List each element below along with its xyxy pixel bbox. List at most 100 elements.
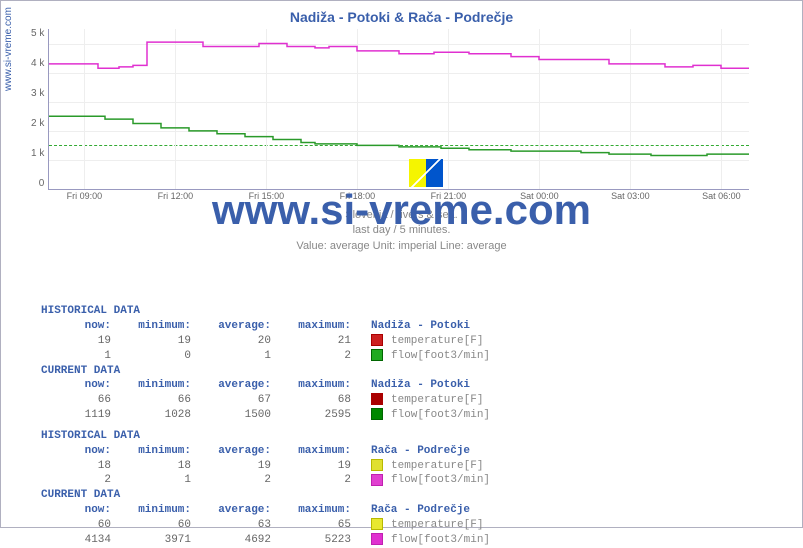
table-cell: 19 (41, 334, 121, 349)
metric-cell: temperature[F] (361, 334, 483, 349)
series-line (49, 42, 749, 68)
station-name: Nadiža - Potoki (361, 378, 470, 393)
metric-label: flow[foot3/min] (387, 474, 490, 486)
y-tick-label: 0 (31, 179, 44, 189)
y-tick-label: 1 k (31, 149, 44, 159)
x-tick-label: Fri 09:00 (67, 191, 103, 201)
x-tick-label: Fri 15:00 (249, 191, 285, 201)
column-header: average: (201, 319, 281, 334)
chart-title: Nadiža - Potoki & Rača - Podrečje (13, 9, 790, 25)
table-cell: 1500 (201, 408, 281, 423)
column-header: average: (201, 503, 281, 518)
table-cell: 0 (121, 349, 201, 364)
column-header: minimum: (121, 319, 201, 334)
table-cell: 66 (41, 393, 121, 408)
column-header: average: (201, 378, 281, 393)
table-cell: 18 (121, 459, 201, 474)
table-row: 60606365temperature[F] (41, 518, 790, 533)
column-header: minimum: (121, 503, 201, 518)
station-name: Rača - Podrečje (361, 503, 470, 518)
table-row: 4134397146925223 flow[foot3/min] (41, 533, 790, 548)
column-header: maximum: (281, 319, 361, 334)
x-tick-label: Fri 12:00 (158, 191, 194, 201)
table-cell: 2 (281, 349, 361, 364)
column-header: minimum: (121, 444, 201, 459)
table-cell: 1 (41, 349, 121, 364)
meta-line-2: last day / 5 minutes. (13, 223, 790, 238)
table-cell: 1028 (121, 408, 201, 423)
y-tick-label: 4 k (31, 59, 44, 69)
station-name: Rača - Podrečje (361, 444, 470, 459)
section-header: HISTORICAL DATA (41, 429, 790, 444)
table-cell: 19 (121, 334, 201, 349)
x-tick-label: Sat 00:00 (520, 191, 559, 201)
table-header-row: now:minimum:average:maximum:Nadiža - Pot… (41, 378, 790, 393)
table-header-row: now:minimum:average:maximum:Nadiža - Pot… (41, 319, 790, 334)
metric-cell: temperature[F] (361, 393, 483, 408)
chart-meta: Slovenia / rivers & sea. last day / 5 mi… (13, 208, 790, 254)
metric-cell: flow[foot3/min] (361, 473, 490, 488)
meta-line-3: Value: average Unit: imperial Line: aver… (13, 239, 790, 254)
column-header: maximum: (281, 503, 361, 518)
table-cell: 3971 (121, 533, 201, 548)
series-line (49, 116, 749, 155)
metric-cell: flow[foot3/min] (361, 533, 490, 548)
column-header: maximum: (281, 444, 361, 459)
table-cell: 18 (41, 459, 121, 474)
table-cell: 60 (41, 518, 121, 533)
column-header: average: (201, 444, 281, 459)
table-cell: 20 (201, 334, 281, 349)
legend-swatch-icon (371, 533, 383, 545)
column-header: minimum: (121, 378, 201, 393)
table-cell: 4134 (41, 533, 121, 548)
legend-swatch-icon (371, 334, 383, 346)
y-tick-label: 3 k (31, 89, 44, 99)
y-axis-source-label: www.si-vreme.com (3, 7, 14, 91)
metric-label: flow[foot3/min] (387, 350, 490, 362)
table-cell: 4692 (201, 533, 281, 548)
x-tick-label: Sat 06:00 (702, 191, 741, 201)
table-row: 1119102815002595flow[foot3/min] (41, 408, 790, 423)
station-name: Nadiža - Potoki (361, 319, 470, 334)
legend-swatch-icon (371, 474, 383, 486)
section-header: HISTORICAL DATA (41, 304, 790, 319)
metric-label: temperature[F] (387, 335, 483, 347)
x-tick-label: Fri 18:00 (340, 191, 376, 201)
x-tick-label: Sat 03:00 (611, 191, 650, 201)
metric-cell: temperature[F] (361, 518, 483, 533)
metric-cell: flow[foot3/min] (361, 349, 490, 364)
table-row: 66666768temperature[F] (41, 393, 790, 408)
chart-area: Fri 09:00Fri 12:00Fri 15:00Fri 18:00Fri … (48, 29, 749, 190)
meta-line-1: Slovenia / rivers & sea. (13, 208, 790, 223)
table-row: 19192021temperature[F] (41, 334, 790, 349)
table-cell: 68 (281, 393, 361, 408)
table-cell: 19 (201, 459, 281, 474)
table-cell: 2 (201, 473, 281, 488)
x-tick-label: Fri 21:00 (431, 191, 467, 201)
y-tick-label: 5 k (31, 29, 44, 39)
table-cell: 5223 (281, 533, 361, 548)
metric-label: flow[foot3/min] (387, 409, 490, 421)
arso-logo (409, 159, 443, 187)
legend-swatch-icon (371, 518, 383, 530)
y-axis-ticks: 5 k4 k3 k2 k1 k0 (31, 29, 48, 189)
metric-label: flow[foot3/min] (387, 534, 490, 546)
table-header-row: now:minimum:average:maximum:Rača - Podre… (41, 444, 790, 459)
table-cell: 1 (201, 349, 281, 364)
column-header: now: (41, 444, 121, 459)
table-cell: 1 (121, 473, 201, 488)
legend-swatch-icon (371, 459, 383, 471)
table-cell: 67 (201, 393, 281, 408)
x-axis-ticks: Fri 09:00 Fri 12:00 Fri 15:00 Fri 18:00 Fri … (49, 191, 749, 203)
column-header: now: (41, 503, 121, 518)
metric-label: temperature[F] (387, 460, 483, 472)
table-cell: 60 (121, 518, 201, 533)
legend-swatch-icon (371, 393, 383, 405)
table-row: 2122flow[foot3/min] (41, 473, 790, 488)
metric-cell: temperature[F] (361, 459, 483, 474)
table-cell: 1119 (41, 408, 121, 423)
section-header: CURRENT DATA (41, 488, 790, 503)
column-header: now: (41, 319, 121, 334)
table-cell: 19 (281, 459, 361, 474)
data-tables: HISTORICAL DATAnow:minimum:average:maxim… (41, 304, 790, 548)
